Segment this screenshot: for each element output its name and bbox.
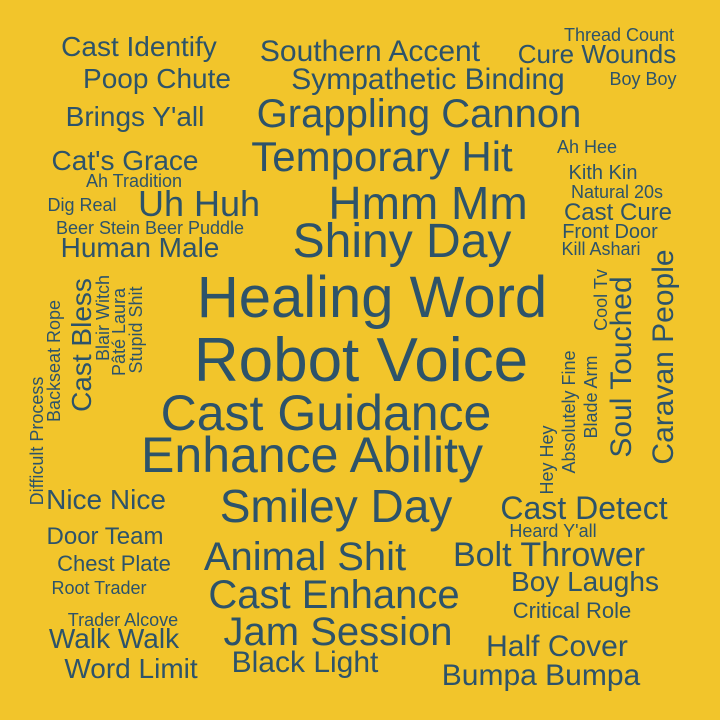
word: Cast Enhance [208,573,460,617]
word: Cast Bless [66,278,97,412]
word: Sympathetic Binding [291,63,565,96]
word: Absolutely Fine [559,350,579,474]
word: Kill Ashari [561,239,641,259]
word: Cure Wounds [517,39,677,69]
word: Blade Arm [581,355,601,439]
word: Dig Real [47,195,117,215]
word: Cast Cure [563,199,673,226]
word: Hmm Mm [328,177,528,229]
word: Human Male [60,232,220,263]
word: Temporary Hit [251,133,513,180]
word: Cat's Grace [51,145,199,176]
word: Smiley Day [219,480,453,532]
word: Brings Y'all [65,101,205,132]
word: Natural 20s [570,182,664,202]
word: Bumpa Bumpa [441,659,641,692]
word: Boy Laughs [511,566,659,597]
word: Cast Detect [500,490,668,526]
word: Cool Tv [591,269,611,331]
word: Nice Nice [46,484,166,515]
word: Half Cover [486,630,628,663]
word: Animal Shit [203,535,407,579]
word: Ah Hee [556,137,618,157]
word: Soul Touched [605,276,638,458]
word: Backseat Rope [44,299,64,423]
word: Thread Count [563,25,675,45]
word: Bolt Thrower [452,536,646,574]
word: Hey Hey [537,425,557,495]
word: Cast Identify [61,31,217,62]
word: Healing Word [196,265,548,330]
word: Black Light [231,646,379,679]
word: Stupid Shit [126,286,146,374]
word: Cast Guidance [160,385,492,441]
word: Door Team [46,523,164,550]
word: Root Trader [51,578,147,598]
word: Jam Session [223,610,453,654]
word: Walk Walk [48,623,180,654]
word: Critical Role [512,598,632,623]
word: Ah Tradition [85,171,183,191]
word: Boy Boy [609,69,677,89]
word: Poop Chute [83,63,231,94]
word: Uh Huh [137,183,261,224]
word: Caravan People [647,249,680,465]
word: Difficult Process [27,376,47,506]
word: Grappling Cannon [256,92,582,136]
word: Enhance Ability [141,427,483,483]
word: Heard Y'all [509,521,597,541]
word: Chest Plate [57,551,171,576]
word: Front Door [562,221,658,243]
word: Word Limit [64,653,198,684]
word: Southern Accent [259,35,481,68]
word: Shiny Day [292,215,512,268]
word: Robot Voice [193,326,529,395]
word: Kith Kin [568,162,638,184]
word: Trader Alcove [67,610,179,630]
word: Beer Stein Beer Puddle [55,218,245,238]
